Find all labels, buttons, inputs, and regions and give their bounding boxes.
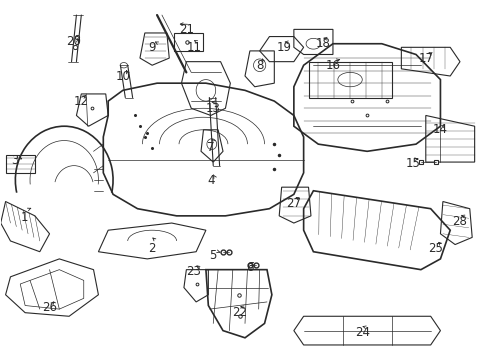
Text: 15: 15 — [406, 157, 421, 170]
Text: 22: 22 — [233, 306, 247, 319]
Text: 21: 21 — [179, 23, 194, 36]
Text: 17: 17 — [418, 51, 433, 64]
Text: 12: 12 — [74, 95, 89, 108]
Text: 16: 16 — [325, 59, 341, 72]
Text: 19: 19 — [276, 41, 292, 54]
Text: 18: 18 — [316, 37, 331, 50]
Text: 3: 3 — [11, 154, 18, 167]
Text: 5: 5 — [210, 249, 217, 262]
Text: 11: 11 — [186, 41, 201, 54]
Text: 20: 20 — [67, 35, 81, 49]
Text: 25: 25 — [428, 242, 443, 255]
Text: 1: 1 — [21, 211, 28, 224]
Text: 2: 2 — [148, 242, 156, 255]
Text: 13: 13 — [206, 102, 220, 115]
Text: 9: 9 — [148, 41, 156, 54]
Text: 10: 10 — [116, 69, 130, 82]
Text: 8: 8 — [256, 59, 263, 72]
Text: 7: 7 — [207, 141, 215, 154]
Text: 4: 4 — [207, 174, 215, 186]
Text: 28: 28 — [453, 215, 467, 228]
Text: 23: 23 — [186, 265, 201, 278]
Text: 24: 24 — [355, 326, 370, 339]
Text: 26: 26 — [42, 301, 57, 314]
Text: 6: 6 — [246, 261, 254, 274]
Text: 14: 14 — [433, 123, 448, 136]
Text: 27: 27 — [286, 197, 301, 210]
